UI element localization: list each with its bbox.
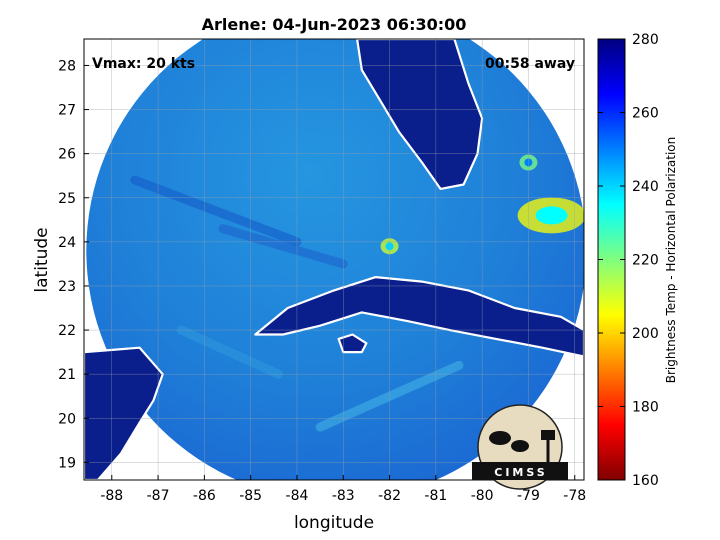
- x-tick-label: -86: [193, 488, 216, 504]
- cuba-landmass: [255, 277, 584, 357]
- y-tick-label: 26: [58, 147, 76, 163]
- y-tick-label: 23: [58, 279, 76, 295]
- x-tick-label: -81: [424, 488, 447, 504]
- time-away-annotation: 00:58 away: [485, 56, 575, 72]
- isla-juventud-coastline: [337, 333, 368, 354]
- swath-streak-1: [130, 175, 302, 247]
- x-tick-label: -82: [378, 488, 401, 504]
- x-tick-label: -80: [471, 488, 494, 504]
- colorbar-tick-label: 200: [632, 326, 659, 342]
- colorbar-tick-label: 160: [632, 473, 659, 489]
- x-tick-label: -83: [332, 488, 355, 504]
- florida-landmass: [357, 39, 483, 189]
- x-tick-label: -88: [100, 488, 123, 504]
- cimss-logo: CIMSS: [472, 404, 568, 490]
- coastlines: [84, 39, 584, 480]
- colorbar-tick-label: 220: [632, 253, 659, 269]
- colorbar-tick-label: 240: [632, 179, 659, 195]
- yucatan-coastline: [84, 346, 164, 480]
- satellite-dish-icon-2: [511, 440, 529, 452]
- colorbar-label: Brightness Temp - Horizontal Polarizatio…: [664, 137, 678, 384]
- y-axis: 19 20 21 22 23 24 25 26 27 28: [58, 58, 89, 471]
- y-tick-label: 22: [58, 323, 76, 339]
- y-tick-label: 21: [58, 367, 76, 383]
- logo-text: CIMSS: [494, 466, 547, 479]
- x-tick-label: -84: [286, 488, 309, 504]
- colorbar-tick-label: 260: [632, 106, 659, 122]
- satellite-dish-icon: [489, 431, 511, 445]
- water-tower-icon: [541, 430, 555, 440]
- x-tick-label: -85: [239, 488, 262, 504]
- swath-layer: [84, 39, 584, 480]
- y-tick-label: 19: [58, 455, 76, 471]
- y-tick-label: 28: [58, 58, 76, 74]
- y-axis-label: latitude: [32, 227, 52, 292]
- colorbar-ticks: 160 180 200 220 240 260 280: [598, 32, 659, 489]
- isla-juventud-landmass: [338, 334, 367, 353]
- florida-coastline: [356, 39, 484, 190]
- x-tick-label: -79: [517, 488, 540, 504]
- y-tick-label: 24: [58, 235, 76, 251]
- y-tick-label: 27: [58, 103, 76, 119]
- x-axis: -88 -87 -86 -85 -84 -83 -82 -81 -80 -79 -78: [100, 475, 586, 504]
- chart-title: Arlene: 04-Jun-2023 06:30:00: [202, 15, 467, 34]
- x-axis-label: longitude: [294, 513, 374, 533]
- y-tick-label: 25: [58, 191, 76, 207]
- x-tick-label: -87: [147, 488, 170, 504]
- x-tick-label: -78: [563, 488, 586, 504]
- colorbar-tick-label: 180: [632, 400, 659, 416]
- vmax-annotation: Vmax: 20 kts: [92, 56, 195, 72]
- yucatan-landmass: [84, 347, 163, 480]
- colorbar-tick-label: 280: [632, 32, 659, 48]
- plot-area: -88 -87 -86 -85 -84 -83 -82 -81 -80 -79 -78 19 20 21…: [32, 38, 586, 533]
- cell-core-1: [535, 206, 568, 225]
- cuba-coastline: [254, 276, 584, 358]
- swath-streak-4: [176, 325, 283, 379]
- swath-streak-2: [218, 224, 348, 269]
- plot-frame: [83, 38, 585, 481]
- logo-band: [472, 462, 568, 480]
- colorbar: 160 180 200 220 240 260 280 Brightness Temp - …: [597, 32, 678, 489]
- y-tick-label: 20: [58, 411, 76, 427]
